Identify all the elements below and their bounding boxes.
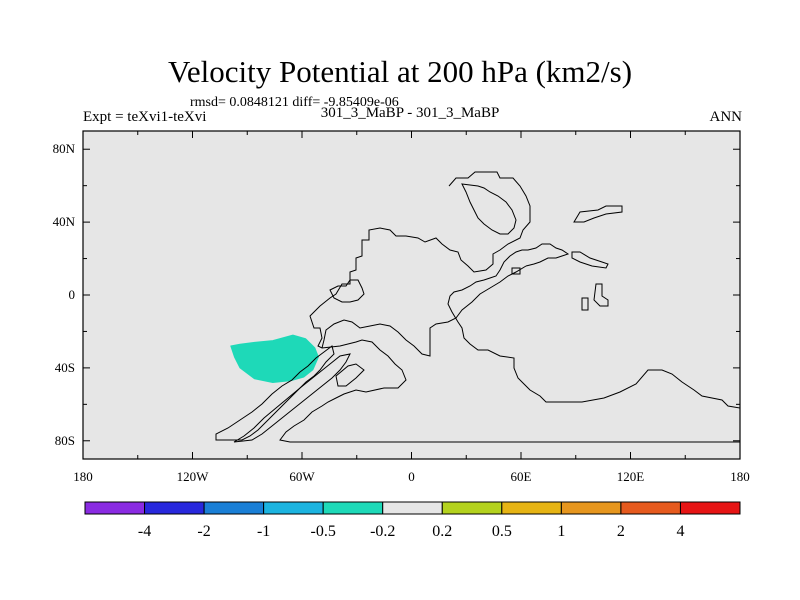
coastline-1 — [321, 265, 527, 357]
colorbar: -4 -2 -1 -0.5 -0.2 0.2 0.5 1 2 4 — [84, 501, 741, 540]
colorbar-label-9: 4 — [676, 523, 684, 540]
colorbar-label-6: 0.5 — [492, 523, 512, 540]
colorbar-swatch-7 — [501, 501, 562, 515]
coastline-layer — [215, 171, 741, 443]
y-tick-label-0: 80N — [53, 141, 76, 156]
colorbar-label-4: -0.2 — [370, 523, 395, 540]
colorbar-label-7: 1 — [557, 523, 565, 540]
y-tick-label-4: 80S — [55, 433, 75, 448]
anomaly-region-0 — [230, 334, 319, 383]
cases-label: 301_3_MaBP - 301_3_MaBP — [320, 105, 500, 121]
x-tick-label-5: 120E — [617, 469, 645, 484]
x-tick-label-1: 120W — [177, 469, 210, 484]
coastline-5 — [329, 279, 365, 303]
coastline-4 — [335, 363, 365, 387]
colorbar-swatch-5 — [382, 501, 443, 515]
stats-line: rmsd= 0.0848121 diff= -9.85409e-06 — [190, 95, 399, 110]
tick-layer: 180 120W 60W 0 60E 120E 180 80N 40N 0 40S 80S — [53, 131, 750, 484]
colorbar-swatch-9 — [620, 501, 681, 515]
colorbar-swatch-3 — [263, 501, 324, 515]
x-tick-label-6: 180 — [730, 469, 750, 484]
coastline-3 — [233, 353, 351, 443]
x-tick-label-3: 0 — [408, 469, 415, 484]
colorbar-label-0: -4 — [138, 523, 151, 540]
y-tick-label-2: 0 — [69, 287, 76, 302]
colorbar-swatch-4 — [322, 501, 384, 515]
season-label: ANN — [709, 109, 743, 125]
y-tick-label-1: 40N — [53, 214, 76, 229]
coastline-2 — [215, 345, 335, 441]
colorbar-swatch-10 — [679, 501, 741, 515]
colorbar-label-5: 0.2 — [432, 523, 452, 540]
coastline-9 — [511, 267, 521, 275]
anomaly-layer — [230, 334, 319, 383]
chart-title: Velocity Potential at 200 hPa (km2/s) — [167, 54, 633, 89]
coastline-7 — [573, 205, 623, 223]
coastline-10 — [593, 283, 609, 307]
colorbar-swatch-1 — [144, 501, 205, 515]
colorbar-label-3: -0.5 — [311, 523, 336, 540]
coastline-0 — [279, 171, 741, 443]
colorbar-swatch-8 — [560, 501, 622, 515]
x-tick-label-2: 60W — [289, 469, 315, 484]
colorbar-swatch-0 — [84, 501, 146, 515]
colorbar-swatch-6 — [441, 501, 503, 515]
map-background — [83, 131, 740, 459]
colorbar-label-1: -2 — [197, 523, 210, 540]
colorbar-swatch-2 — [203, 501, 265, 515]
x-tick-label-0: 180 — [73, 469, 93, 484]
coastline-6 — [461, 183, 517, 235]
experiment-label: Expt = teXvi1-teXvi — [83, 109, 207, 125]
coastline-8 — [571, 251, 609, 269]
y-tick-label-3: 40S — [55, 360, 75, 375]
x-tick-label-4: 60E — [511, 469, 532, 484]
colorbar-label-8: 2 — [617, 523, 625, 540]
colorbar-label-2: -1 — [257, 523, 270, 540]
coastline-11 — [581, 297, 589, 311]
